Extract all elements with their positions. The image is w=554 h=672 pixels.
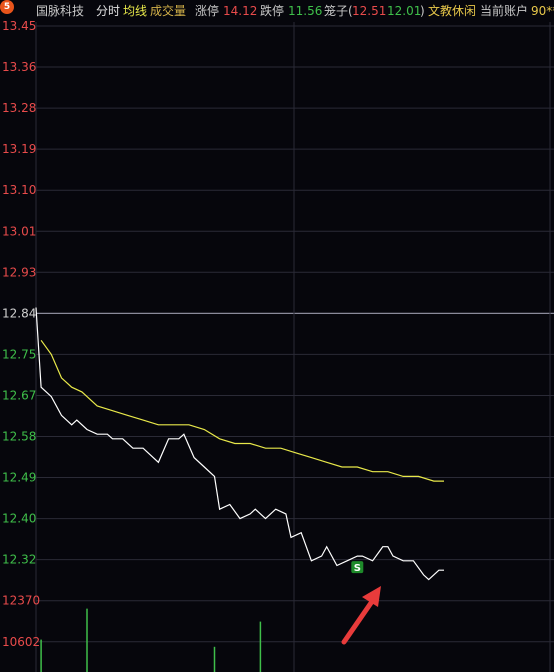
- y-tick-label: 13.45: [2, 19, 36, 33]
- sell-marker-label: S: [354, 563, 361, 574]
- status-text: 文教休闲: [428, 4, 477, 18]
- y-tick-label: 13.19: [2, 142, 36, 156]
- sell-marker-box: [351, 561, 364, 574]
- y-tick-label: 12370: [2, 594, 40, 608]
- y-tick-label: 12.75: [2, 347, 36, 361]
- volume-bars: [40, 608, 262, 672]
- y-tick-label: 12.84: [2, 306, 36, 320]
- account-value: 90**: [531, 4, 554, 18]
- tab-volume[interactable]: 成交量: [150, 4, 187, 18]
- price-cage-low: 12.01: [387, 4, 422, 18]
- y-tick-label: 13.28: [2, 101, 36, 115]
- price-cage-close: ): [420, 4, 425, 18]
- arrow-annotation: [341, 586, 381, 645]
- y-tick-label: 12.32: [2, 553, 36, 567]
- limit-up-label: 涨停: [195, 4, 220, 18]
- y-tick-label: 12.40: [2, 512, 36, 526]
- price-line: [35, 307, 444, 581]
- y-tick-label: 12.58: [2, 430, 36, 444]
- arrow-head-icon: [362, 586, 381, 607]
- y-tick-label: 13.01: [2, 224, 36, 238]
- limit-up-value: 14.12: [223, 4, 258, 18]
- limit-down-value: 11.56: [288, 4, 323, 18]
- y-tick-label: 13.10: [2, 183, 36, 197]
- price-cage-high: 12.51: [352, 4, 387, 18]
- badge-icon[interactable]: 5: [0, 0, 14, 14]
- tab-timeshare[interactable]: 分时: [96, 4, 121, 18]
- average-line: [40, 339, 444, 482]
- tab-average-line[interactable]: 均线: [123, 4, 148, 18]
- y-tick-label: 12.93: [2, 265, 36, 279]
- y-tick-label: 10602: [2, 635, 40, 649]
- y-axis-labels: 13.45 13.36 13.28 13.19 13.10 13.01 12.93 12.84…: [2, 19, 40, 649]
- chart-toolbar: 5 国脉科技 分时 均线 成交量 涨停 14.12 跌停 11.56 笼子( 1…: [0, 0, 554, 22]
- y-tick-label: 13.36: [2, 60, 36, 74]
- price-cage-label: 笼子(: [324, 4, 353, 18]
- chart-grid: [35, 22, 554, 672]
- y-tick-label: 12.67: [2, 388, 36, 402]
- sell-marker[interactable]: S: [351, 561, 364, 574]
- stock-name: 国脉科技: [36, 4, 85, 18]
- account-label[interactable]: 当前账户: [480, 4, 529, 18]
- limit-down-label: 跌停: [260, 4, 285, 18]
- y-tick-label: 12.49: [2, 471, 36, 485]
- arrow-shaft: [341, 597, 376, 645]
